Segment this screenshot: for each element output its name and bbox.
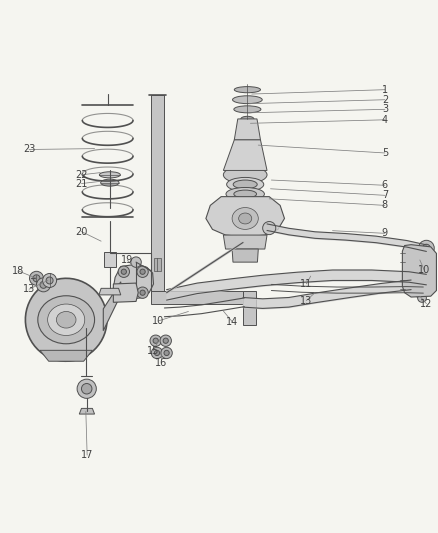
Circle shape: [160, 335, 171, 346]
Circle shape: [77, 379, 96, 398]
Text: 10: 10: [418, 265, 430, 275]
Text: 22: 22: [75, 170, 88, 180]
Circle shape: [29, 271, 43, 285]
Text: 15: 15: [147, 346, 160, 356]
Circle shape: [154, 350, 159, 356]
Ellipse shape: [48, 304, 85, 335]
Circle shape: [137, 266, 148, 277]
Circle shape: [121, 290, 127, 295]
Circle shape: [415, 247, 424, 256]
Circle shape: [164, 350, 169, 356]
Polygon shape: [99, 288, 121, 295]
Circle shape: [417, 283, 425, 292]
Bar: [153, 258, 161, 271]
Polygon shape: [113, 264, 153, 299]
Ellipse shape: [233, 96, 262, 103]
Polygon shape: [403, 245, 436, 297]
Polygon shape: [113, 283, 138, 302]
Ellipse shape: [241, 116, 254, 122]
Polygon shape: [234, 119, 261, 140]
Text: 20: 20: [75, 227, 88, 237]
Circle shape: [418, 294, 426, 302]
Text: 17: 17: [81, 450, 93, 460]
Circle shape: [423, 244, 430, 252]
Polygon shape: [151, 95, 163, 297]
Circle shape: [416, 289, 424, 298]
Ellipse shape: [38, 296, 95, 344]
Circle shape: [46, 277, 53, 284]
Circle shape: [419, 240, 434, 256]
Ellipse shape: [234, 87, 261, 93]
Circle shape: [42, 273, 57, 287]
Circle shape: [423, 276, 430, 283]
Ellipse shape: [101, 179, 119, 186]
Text: 23: 23: [23, 144, 35, 155]
Ellipse shape: [234, 190, 257, 198]
Polygon shape: [103, 282, 121, 330]
Ellipse shape: [99, 172, 120, 178]
Circle shape: [415, 276, 424, 285]
Circle shape: [33, 275, 40, 282]
Polygon shape: [79, 408, 95, 414]
Text: 10: 10: [152, 316, 164, 326]
Polygon shape: [223, 140, 267, 171]
Ellipse shape: [226, 177, 264, 191]
Text: 8: 8: [382, 200, 388, 211]
Text: 13: 13: [23, 284, 35, 294]
Text: 7: 7: [382, 190, 388, 200]
Circle shape: [420, 250, 428, 259]
Circle shape: [150, 335, 161, 346]
Text: 2: 2: [382, 95, 388, 104]
Circle shape: [140, 290, 145, 295]
Text: 16: 16: [155, 358, 167, 368]
Ellipse shape: [233, 180, 257, 189]
Circle shape: [81, 384, 92, 394]
Circle shape: [140, 269, 145, 274]
Ellipse shape: [57, 311, 76, 328]
Circle shape: [417, 284, 429, 296]
Circle shape: [40, 281, 47, 288]
Text: 3: 3: [382, 104, 388, 114]
Circle shape: [420, 280, 428, 288]
Text: 19: 19: [121, 255, 134, 265]
Circle shape: [161, 348, 172, 359]
Circle shape: [153, 338, 158, 343]
Text: 6: 6: [382, 180, 388, 190]
Circle shape: [151, 348, 162, 359]
Polygon shape: [151, 292, 243, 304]
Circle shape: [36, 278, 50, 292]
Text: 9: 9: [382, 228, 388, 238]
Circle shape: [417, 254, 425, 263]
Polygon shape: [206, 197, 285, 237]
Text: 11: 11: [300, 279, 312, 289]
Text: 5: 5: [382, 148, 388, 158]
Circle shape: [118, 287, 130, 298]
Circle shape: [263, 222, 276, 235]
Ellipse shape: [234, 106, 261, 113]
Text: 4: 4: [382, 115, 388, 125]
Circle shape: [118, 266, 130, 277]
Polygon shape: [25, 278, 107, 361]
Text: 13: 13: [300, 296, 312, 305]
Circle shape: [121, 269, 127, 274]
Text: 1: 1: [382, 85, 388, 95]
Text: 21: 21: [75, 179, 88, 189]
Polygon shape: [232, 249, 258, 262]
Circle shape: [420, 272, 433, 287]
Text: 12: 12: [420, 298, 433, 309]
Ellipse shape: [232, 207, 258, 229]
Circle shape: [163, 338, 168, 343]
Polygon shape: [104, 252, 116, 266]
Circle shape: [137, 287, 148, 298]
Polygon shape: [243, 292, 256, 326]
Circle shape: [131, 257, 141, 268]
Polygon shape: [223, 235, 267, 249]
Ellipse shape: [226, 188, 265, 200]
Text: 18: 18: [12, 266, 24, 276]
Polygon shape: [40, 350, 92, 361]
Text: 14: 14: [226, 317, 238, 327]
Ellipse shape: [223, 166, 267, 183]
Ellipse shape: [239, 213, 252, 224]
